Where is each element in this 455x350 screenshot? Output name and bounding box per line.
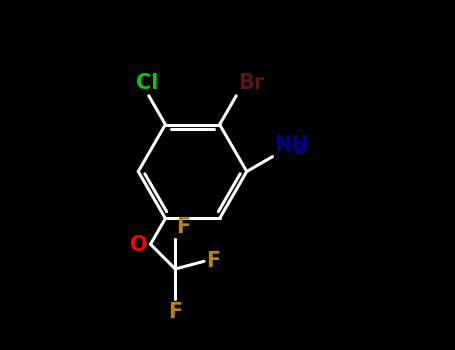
Text: O: O	[130, 235, 148, 255]
Text: F: F	[168, 302, 182, 322]
Text: NH: NH	[274, 135, 309, 155]
Text: F: F	[176, 217, 190, 238]
Text: 2: 2	[294, 142, 305, 158]
Text: Br: Br	[238, 73, 264, 93]
Text: F: F	[206, 251, 220, 271]
Text: Cl: Cl	[136, 73, 158, 93]
